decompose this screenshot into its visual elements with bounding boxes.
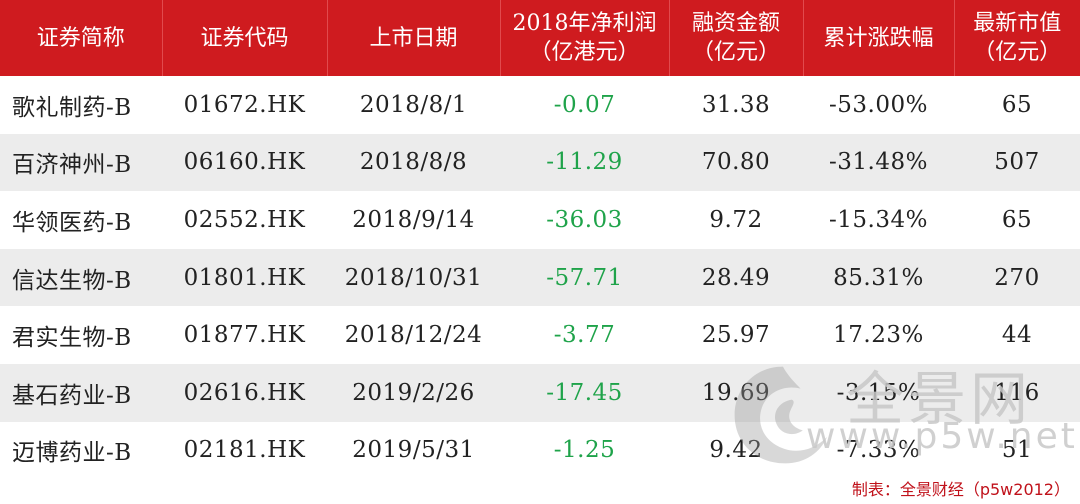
market-cap: 51 [954,421,1080,480]
stock-code: 01801.HK [162,248,327,307]
financing-amount: 9.42 [669,421,803,480]
table-row: 迈博药业-B 02181.HK 2019/5/31 -1.25 9.42 -7.… [0,421,1080,480]
market-cap: 270 [954,248,1080,307]
net-profit: -11.29 [500,133,669,192]
financing-amount: 19.69 [669,363,803,422]
market-cap: 44 [954,306,1080,364]
financing-amount: 31.38 [669,76,803,134]
table-row: 基石药业-B 02616.HK 2019/2/26 -17.45 19.69 -… [0,363,1080,422]
cumulative-change: -15.34% [803,191,954,249]
table-body: 歌礼制药-B 01672.HK 2018/8/1 -0.07 31.38 -53… [0,76,1080,480]
cumulative-change: -3.15% [803,363,954,422]
cumulative-change: -31.48% [803,133,954,192]
stock-name: 基石药业-B [0,363,162,422]
table-row: 君实生物-B 01877.HK 2018/12/24 -3.77 25.97 1… [0,306,1080,364]
stock-name: 百济神州-B [0,133,162,192]
financing-amount: 25.97 [669,306,803,364]
header-row: 证券简称 证券代码 上市日期 2018年净利润 （亿港元） 融资金额 （亿元） … [0,0,1080,76]
hk-biotech-ipo-table: 证券简称 证券代码 上市日期 2018年净利润 （亿港元） 融资金额 （亿元） … [0,0,1080,480]
listing-date: 2019/2/26 [327,363,500,422]
table-row: 信达生物-B 01801.HK 2018/10/31 -57.71 28.49 … [0,248,1080,307]
net-profit: -3.77 [500,306,669,364]
stock-code: 01672.HK [162,76,327,134]
stock-name: 信达生物-B [0,248,162,307]
stock-name: 华领医药-B [0,191,162,249]
header-financing-amount: 融资金额 （亿元） [669,0,804,76]
table-row: 百济神州-B 06160.HK 2018/8/8 -11.29 70.80 -3… [0,133,1080,192]
net-profit: -36.03 [500,191,669,249]
net-profit: -57.71 [500,248,669,307]
net-profit: -0.07 [500,76,669,134]
cumulative-change: -7.33% [803,421,954,480]
cumulative-change: -53.00% [803,76,954,134]
net-profit: -1.25 [500,421,669,480]
stock-name: 歌礼制药-B [0,76,162,134]
market-cap: 116 [954,363,1080,422]
cumulative-change: 85.31% [803,248,954,307]
financing-amount: 28.49 [669,248,803,307]
listing-date: 2018/8/8 [327,133,500,192]
table-credit: 制表：全景财经（p5w2012） [851,480,1070,499]
table-row: 歌礼制药-B 01672.HK 2018/8/1 -0.07 31.38 -53… [0,76,1080,134]
stock-name: 迈博药业-B [0,421,162,480]
financing-amount: 9.72 [669,191,803,249]
market-cap: 65 [954,191,1080,249]
market-cap: 65 [954,76,1080,134]
header-listing-date: 上市日期 [327,0,501,76]
stock-code: 02616.HK [162,363,327,422]
stock-name: 君实生物-B [0,306,162,364]
stock-code: 06160.HK [162,133,327,192]
header-code: 证券代码 [162,0,328,76]
listing-date: 2018/12/24 [327,306,500,364]
listing-date: 2018/10/31 [327,248,500,307]
table-header: 证券简称 证券代码 上市日期 2018年净利润 （亿港元） 融资金额 （亿元） … [0,0,1080,76]
table-row: 华领医药-B 02552.HK 2018/9/14 -36.03 9.72 -1… [0,191,1080,249]
listing-date: 2019/5/31 [327,421,500,480]
header-market-cap: 最新市值 （亿元） [954,0,1080,76]
header-name: 证券简称 [0,0,163,76]
listing-date: 2018/8/1 [327,76,500,134]
header-net-profit: 2018年净利润 （亿港元） [500,0,670,76]
net-profit: -17.45 [500,363,669,422]
cumulative-change: 17.23% [803,306,954,364]
stock-code: 01877.HK [162,306,327,364]
stock-code: 02181.HK [162,421,327,480]
stock-code: 02552.HK [162,191,327,249]
financing-amount: 70.80 [669,133,803,192]
market-cap: 507 [954,133,1080,192]
header-cumulative-change: 累计涨跌幅 [803,0,955,76]
listing-date: 2018/9/14 [327,191,500,249]
